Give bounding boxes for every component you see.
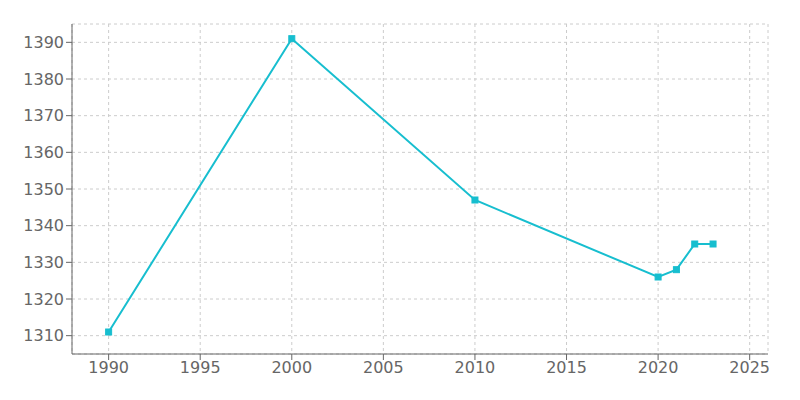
svg-text:2020: 2020	[638, 358, 679, 377]
svg-text:1350: 1350	[23, 180, 64, 199]
svg-text:2025: 2025	[729, 358, 770, 377]
svg-text:1390: 1390	[23, 33, 64, 52]
svg-text:1340: 1340	[23, 216, 64, 235]
svg-text:1310: 1310	[23, 326, 64, 345]
svg-text:2010: 2010	[455, 358, 496, 377]
svg-text:1370: 1370	[23, 106, 64, 125]
svg-text:1995: 1995	[180, 358, 221, 377]
svg-text:1360: 1360	[23, 143, 64, 162]
svg-text:1380: 1380	[23, 70, 64, 89]
svg-text:1330: 1330	[23, 253, 64, 272]
svg-text:1320: 1320	[23, 290, 64, 309]
svg-text:2015: 2015	[546, 358, 587, 377]
svg-text:2005: 2005	[363, 358, 404, 377]
svg-text:1990: 1990	[88, 358, 129, 377]
svg-text:2000: 2000	[271, 358, 312, 377]
